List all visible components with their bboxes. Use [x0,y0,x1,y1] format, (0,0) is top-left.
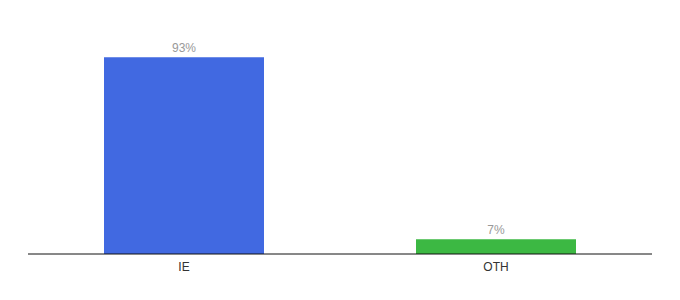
svg-text:93%: 93% [172,41,196,55]
svg-text:7%: 7% [487,223,505,237]
svg-text:OTH: OTH [483,260,508,274]
svg-text:IE: IE [178,260,189,274]
